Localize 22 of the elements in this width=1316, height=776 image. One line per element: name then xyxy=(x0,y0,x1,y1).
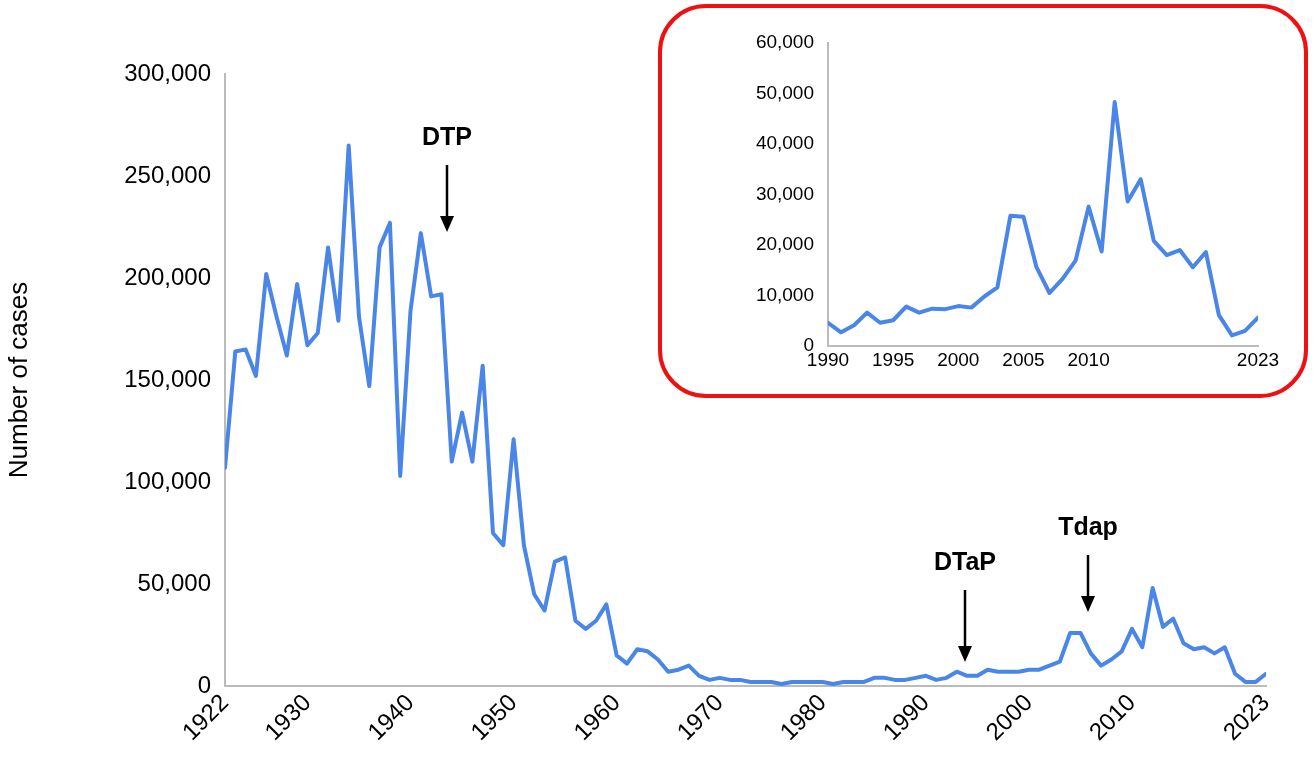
y-axis-title: Number of cases xyxy=(2,281,33,479)
y-tick-label: 150,000 xyxy=(124,364,211,392)
y-tick-label: 300,000 xyxy=(124,58,211,86)
x-tick-label: 2010 xyxy=(1067,348,1110,370)
y-tick-label: 10,000 xyxy=(755,283,814,305)
annotation: DTaP xyxy=(933,547,997,576)
y-tick-label: 100,000 xyxy=(124,466,211,494)
y-tick-label: 30,000 xyxy=(755,182,814,204)
y-tick-label: 50,000 xyxy=(137,568,211,596)
y-tick-label: 20,000 xyxy=(755,233,814,255)
x-tick-label: 1995 xyxy=(872,348,915,370)
annotation: Tdap xyxy=(1058,512,1118,541)
y-tick-label: 250,000 xyxy=(124,160,211,188)
x-tick-label: 2005 xyxy=(1002,348,1045,370)
y-tick-label: 200,000 xyxy=(124,262,211,290)
y-tick-label: 60,000 xyxy=(755,31,814,53)
y-tick-label: 50,000 xyxy=(755,81,814,103)
x-tick-label: 2023 xyxy=(1236,348,1280,370)
annotation: DTP xyxy=(422,122,472,151)
x-tick-label: 2000 xyxy=(937,348,980,370)
y-tick-label: 40,000 xyxy=(755,132,814,154)
y-tick-label: 0 xyxy=(197,670,211,698)
